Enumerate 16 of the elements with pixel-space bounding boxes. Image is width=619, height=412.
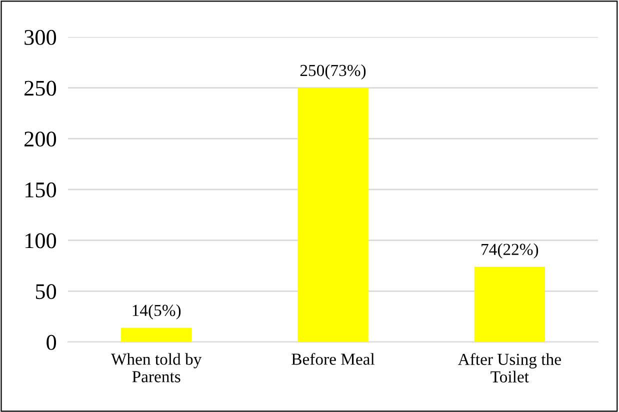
data-label: 250(73%) — [300, 64, 366, 80]
y-tick-label: 50 — [36, 284, 56, 300]
x-tick-label: When told by Parents — [110, 353, 202, 382]
bar — [298, 88, 368, 342]
data-label: 14(5%) — [132, 304, 181, 320]
x-tick-label: After Using the Toilet — [458, 353, 561, 382]
y-tick-label: 300 — [24, 30, 56, 45]
x-tick-label: Before Meal — [292, 352, 375, 365]
y-tick-label: 0 — [46, 334, 56, 350]
data-label: 74(22%) — [482, 243, 538, 258]
y-tick-label: 200 — [24, 132, 56, 147]
y-tick-label: 250 — [24, 80, 56, 96]
bar — [474, 266, 545, 342]
y-tick-label: 100 — [26, 233, 56, 248]
y-tick-label: 150 — [26, 182, 56, 198]
bar — [121, 328, 192, 342]
